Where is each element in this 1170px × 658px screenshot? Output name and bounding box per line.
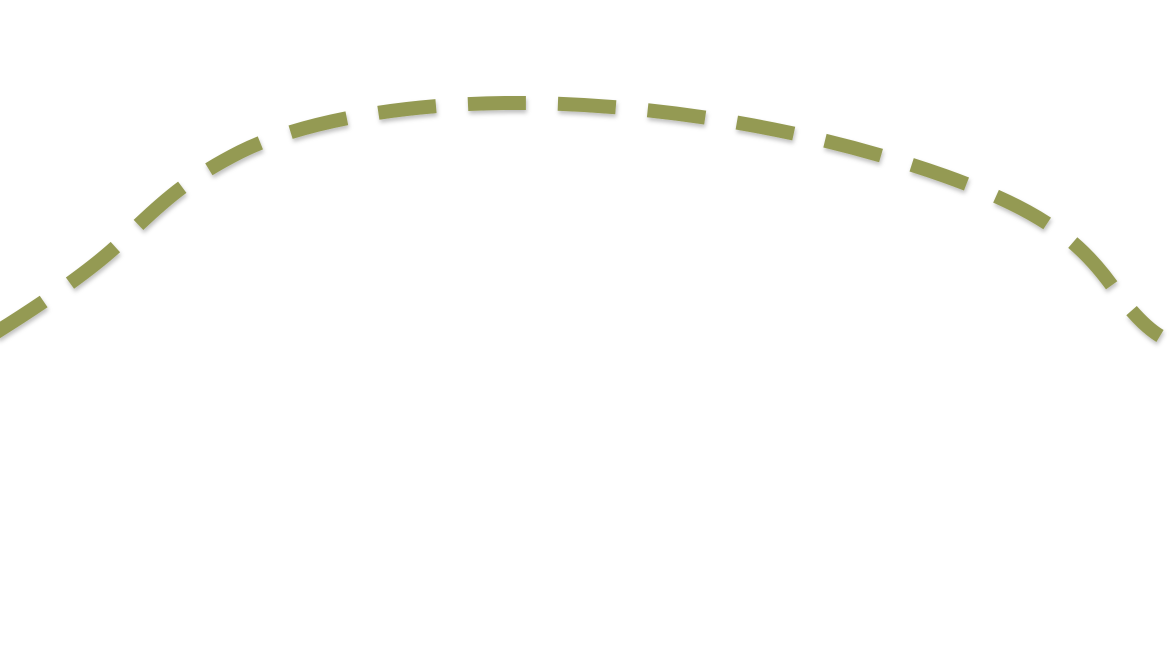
dashed-curve — [0, 95, 1164, 343]
